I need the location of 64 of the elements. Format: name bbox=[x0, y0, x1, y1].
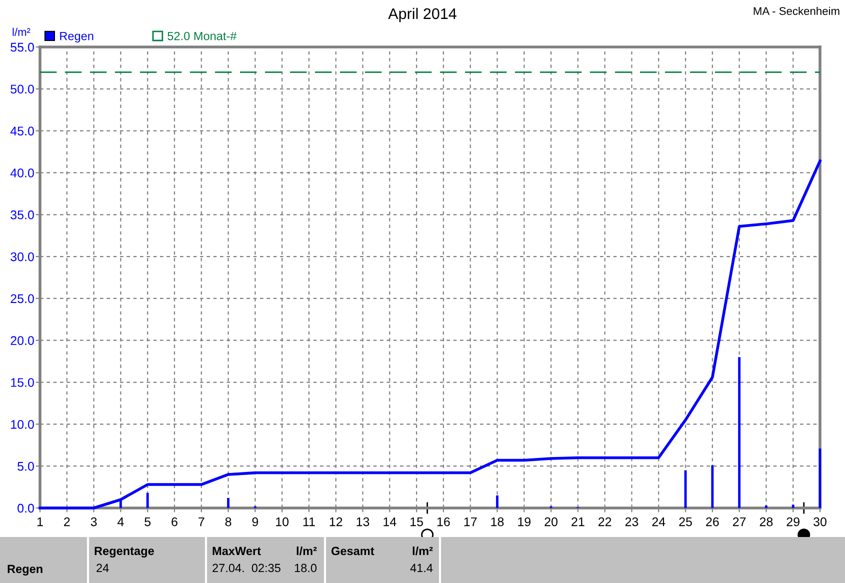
bar bbox=[227, 498, 230, 508]
bar bbox=[738, 357, 741, 508]
x-tick-label: 10 bbox=[276, 517, 289, 526]
x-tick-label: 3 bbox=[90, 517, 97, 526]
y-tick-label: 40.0 bbox=[10, 168, 34, 178]
x-tick-label: 4 bbox=[118, 517, 124, 526]
y-tick-label: 20.0 bbox=[10, 336, 34, 346]
x-tick-label: 27 bbox=[732, 517, 746, 526]
x-tick-label: 22 bbox=[598, 517, 612, 526]
text: 18.0 bbox=[294, 564, 317, 572]
y-tick-label: 30.0 bbox=[10, 252, 34, 262]
x-tick-label: 19 bbox=[518, 517, 530, 526]
x-tick-label: 29 bbox=[786, 517, 800, 526]
y-tick-label: 35.0 bbox=[10, 210, 34, 220]
y-tick-label: 10.0 bbox=[11, 420, 34, 429]
y-tick-label: 15.0 bbox=[11, 378, 34, 387]
y-tick-label: 50.0 bbox=[10, 84, 34, 94]
y-axis-title: l/m² bbox=[12, 28, 30, 36]
text: 27.04. 02:35 bbox=[212, 564, 280, 572]
bar bbox=[792, 504, 794, 508]
bar bbox=[146, 492, 149, 508]
text: 41.4 bbox=[410, 564, 433, 572]
text: l/m² bbox=[412, 546, 433, 556]
bar bbox=[711, 465, 714, 508]
x-tick-label: 17 bbox=[464, 517, 477, 526]
x-tick-label: 28 bbox=[760, 517, 773, 526]
y-tick-label: 45.0 bbox=[10, 126, 34, 136]
x-tick-label: 9 bbox=[252, 517, 258, 526]
text: l/m² bbox=[296, 546, 317, 556]
legend-label: Regen bbox=[60, 32, 94, 43]
x-tick-label: 20 bbox=[544, 517, 558, 526]
text: MaxWert bbox=[212, 546, 261, 556]
x-tick-label: 21 bbox=[572, 517, 584, 526]
text: Regen bbox=[8, 564, 42, 576]
x-tick-label: 5 bbox=[144, 517, 151, 526]
bar bbox=[496, 495, 498, 508]
y-tick-label: 0.0 bbox=[18, 504, 34, 513]
x-tick-label: 7 bbox=[198, 517, 204, 526]
bar bbox=[764, 505, 768, 508]
x-tick-label: 14 bbox=[384, 517, 396, 526]
x-tick-label: 12 bbox=[330, 517, 342, 526]
x-tick-label: 25 bbox=[679, 517, 692, 526]
x-tick-label: 24 bbox=[652, 517, 666, 526]
legend-label: 52.0 Monat-# bbox=[168, 32, 237, 40]
x-tick-label: 8 bbox=[225, 517, 232, 526]
x-tick-label: 1 bbox=[37, 517, 43, 526]
x-tick-label: 15 bbox=[410, 517, 423, 526]
x-tick-label: 30 bbox=[814, 517, 826, 526]
text: Regentage bbox=[94, 546, 154, 558]
x-tick-label: 6 bbox=[172, 517, 178, 526]
chart-title: April 2014 bbox=[388, 8, 456, 22]
text: 24 bbox=[96, 564, 109, 572]
x-tick-label: 2 bbox=[64, 517, 70, 526]
x-tick-label: 18 bbox=[491, 517, 504, 526]
x-tick-label: 16 bbox=[437, 517, 450, 526]
x-tick-label: 13 bbox=[356, 517, 370, 526]
y-tick-label: 25.0 bbox=[10, 294, 34, 304]
x-tick-label: 23 bbox=[625, 517, 638, 526]
y-tick-label: 5.0 bbox=[18, 462, 34, 471]
y-tick-label: 55.0 bbox=[10, 42, 34, 52]
x-tick-label: 26 bbox=[706, 517, 719, 526]
x-tick-label: 11 bbox=[303, 517, 315, 526]
text: Gesamt bbox=[331, 546, 374, 556]
chart-subtitle: MA - Seckenheim bbox=[754, 6, 840, 15]
